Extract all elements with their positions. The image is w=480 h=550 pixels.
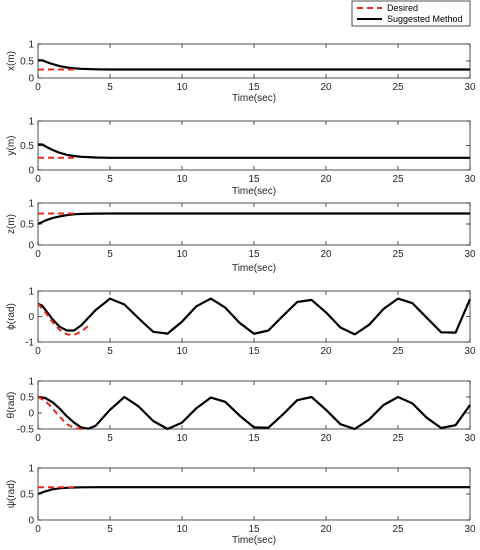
y-tick-label: 0 xyxy=(28,409,34,420)
y-tick-label: 1 xyxy=(28,117,34,128)
y-axis-label: x(m) xyxy=(6,51,17,71)
x-tick-label: 30 xyxy=(464,249,476,260)
legend-label-desired: Desired xyxy=(387,3,418,13)
x-tick-label: 0 xyxy=(35,174,41,185)
x-tick-label: 10 xyxy=(176,524,188,535)
series-suggested-method-line xyxy=(37,212,470,225)
axes-box xyxy=(37,120,471,171)
x-tick-label: 20 xyxy=(320,82,332,93)
y-tick-label: 0 xyxy=(28,74,34,85)
y-tick-label: 0.5 xyxy=(20,220,34,231)
x-tick-label: 5 xyxy=(107,524,113,535)
subplot-2: 0 5 10 15 20 25 30 0 0.5 1 y(m) Time(sec) xyxy=(6,117,476,198)
x-tick-label: 5 xyxy=(107,346,113,357)
y-tick-label: 0 xyxy=(28,166,34,177)
x-tick-label: 0 xyxy=(35,433,41,444)
x-tick-label: 20 xyxy=(320,249,332,260)
x-tick-label: 10 xyxy=(176,174,188,185)
series-suggested-method-line xyxy=(38,59,470,71)
x-tick-label: 10 xyxy=(176,249,188,260)
x-tick-label: 30 xyxy=(464,433,476,444)
subplot-5: 0 5 10 15 20 25 30-0.500.51θ(rad) xyxy=(6,377,476,445)
x-tick-label: 5 xyxy=(107,82,113,93)
y-tick-label: 0 xyxy=(28,312,34,323)
x-tick-label: 20 xyxy=(320,346,332,357)
x-tick-label: 15 xyxy=(248,433,260,444)
legend-box xyxy=(351,0,471,27)
x-tick-label: 15 xyxy=(248,346,260,357)
y-tick-label: 0.5 xyxy=(20,393,34,404)
x-tick-label: 0 xyxy=(35,82,41,93)
y-tick-label: 1 xyxy=(28,199,34,210)
x-tick-label: 30 xyxy=(464,346,476,357)
axes-box xyxy=(37,43,471,79)
x-tick-label: 15 xyxy=(248,82,260,93)
y-tick-label: -1 xyxy=(25,338,34,349)
y-tick-label: -0.5 xyxy=(17,425,35,436)
y-tick-label: 0.5 xyxy=(20,57,34,68)
series-suggested-method-line xyxy=(37,486,470,496)
x-tick-label: 5 xyxy=(107,174,113,185)
series-desired-line xyxy=(37,303,90,336)
x-tick-label: 25 xyxy=(392,82,404,93)
y-axis-label: ψ(rad) xyxy=(6,480,17,508)
x-tick-label: 5 xyxy=(107,249,113,260)
x-tick-label: 15 xyxy=(248,524,260,535)
x-tick-label: 20 xyxy=(320,433,332,444)
y-tick-label: 0.5 xyxy=(20,141,34,152)
axes-box xyxy=(37,467,471,521)
y-tick-label: 1 xyxy=(28,377,34,388)
x-axis-label: Time(sec) xyxy=(232,535,276,546)
x-tick-label: 0 xyxy=(35,249,41,260)
x-tick-label: 25 xyxy=(392,346,404,357)
x-tick-label: 0 xyxy=(35,524,41,535)
axes-box xyxy=(37,202,471,246)
x-axis-label: Time(sec) xyxy=(232,93,276,104)
subplot-1: 0 5 10 15 20 25 30 0 0.5 1 x(m) Time(sec) xyxy=(6,40,476,105)
y-tick-label: 1 xyxy=(28,287,34,298)
series-suggested-method-line xyxy=(37,297,472,336)
series-suggested-method-line xyxy=(38,143,470,159)
x-tick-label: 25 xyxy=(392,249,404,260)
x-tick-label: 10 xyxy=(176,82,188,93)
x-tick-label: 20 xyxy=(320,524,332,535)
subplot-6: 0 5 10 15 20 25 30 0 0.5 1 ψ(rad) Time(sec) xyxy=(6,464,476,547)
x-tick-label: 15 xyxy=(248,174,260,185)
x-tick-label: 10 xyxy=(176,433,188,444)
legend-label-suggested-method: Suggested Method xyxy=(387,14,463,24)
series-suggested-method-line xyxy=(37,395,471,431)
x-tick-label: 15 xyxy=(248,249,260,260)
y-tick-label: 0 xyxy=(28,516,34,527)
x-tick-label: 0 xyxy=(35,346,41,357)
x-tick-label: 30 xyxy=(464,82,476,93)
x-axis-label: Time(sec) xyxy=(232,186,276,197)
x-tick-label: 25 xyxy=(392,174,404,185)
y-tick-label: 0.5 xyxy=(20,490,34,501)
x-tick-label: 25 xyxy=(392,433,404,444)
y-tick-label: 0 xyxy=(28,241,34,252)
y-axis-label: ϕ(rad) xyxy=(6,303,17,330)
x-tick-label: 5 xyxy=(107,433,113,444)
y-axis-label: θ(rad) xyxy=(6,392,17,419)
y-axis-label: y(m) xyxy=(6,136,17,156)
y-tick-label: 1 xyxy=(28,464,34,475)
y-tick-label: 1 xyxy=(28,40,34,51)
y-axis-label: z(m) xyxy=(6,214,17,234)
axes-box xyxy=(37,380,471,430)
x-tick-label: 20 xyxy=(320,174,332,185)
x-axis-label: Time(sec) xyxy=(232,263,276,274)
x-tick-label: 10 xyxy=(176,346,188,357)
x-tick-label: 25 xyxy=(392,524,404,535)
x-tick-label: 30 xyxy=(464,524,476,535)
x-tick-label: 30 xyxy=(464,174,476,185)
subplot-3: 0 5 10 15 20 25 30 0 0.5 1 z(m) Time(sec) xyxy=(6,199,476,275)
